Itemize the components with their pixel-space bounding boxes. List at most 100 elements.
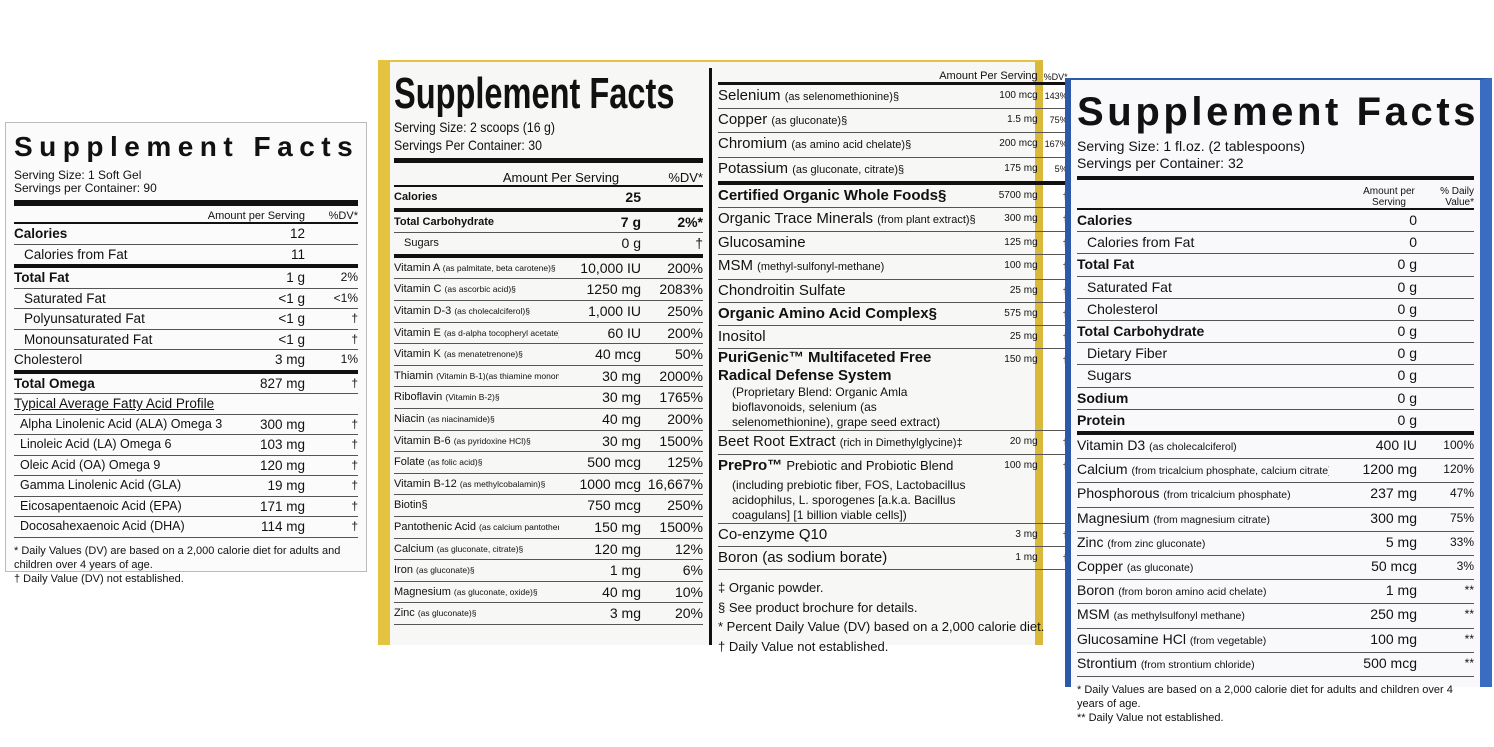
daily-value: † [351,416,358,431]
nutrient-name: Beet Root Extract (rich in Dimethylglyci… [718,431,976,454]
serving-size: Serving Size: 1 fl.oz. (2 tablespoons) [1077,138,1306,154]
nutrient-row: Saturated Fat <1 g <1% [14,289,358,309]
nutrient-row: Vitamin D-3 (as cholecalciferol)§ 1,000 I… [394,301,703,323]
nutrient-name: MSM (as methylsulfonyl methane) [1077,604,1329,627]
nutrient-row: Organic Amino Acid Complex§ 575 mg† [718,303,1068,327]
nutrient-name: Dietary Fiber [1077,343,1329,364]
description: (including prebiotic fiber, FOS, Lactoba… [732,477,966,522]
amount: 100 mg [1004,260,1038,272]
daily-value: † [351,519,358,533]
name-note: (from strontium chloride) [1140,658,1255,671]
name-text: Calories [1077,212,1133,228]
name-note: (as menatetrenone)§ [443,349,523,360]
name-text: Vitamin B-6 [394,434,451,447]
nutrient-row: Polyunsaturated Fat <1 g † [14,309,358,330]
daily-value [1417,232,1474,253]
name-text: Folate [394,456,425,469]
daily-value: 2%* [677,213,703,230]
nutrient-name: Sodium [1077,388,1329,409]
servings: Servings per Container: 32 [1077,155,1244,171]
nutrient-row: Eicosapentaenoic Acid (EPA) 171 mg † [14,497,358,517]
daily-value: † [1038,524,1068,546]
nutrient-row: Folate (as folic acid)§ 500 mcg 125% [394,452,703,474]
daily-value: 100% [1443,438,1474,453]
name-text: Chondroitin Sulfate [718,281,846,299]
name-note: (as cholecalciferol)§ [454,305,530,316]
nutrient-name: Co-enzyme Q10 [718,524,976,546]
daily-value: 200% [667,410,703,427]
rule [1077,176,1474,180]
name-text: Calcium [394,542,434,555]
amount: 30 mg [602,432,641,449]
nutrient-row: Strontium (from strontium chloride) 500 m… [1077,653,1474,678]
rule [394,158,703,163]
name-note: (as methylsulfonyl methane) [1113,610,1245,623]
nutrient-name: Thiamin (Vitamin B-1)(as thiamine mononi… [394,366,559,387]
nutrient-row: Alpha Linolenic Acid (ALA) Omega 3 300 mg… [14,415,358,435]
footnote: * Daily Values (DV) are based on a 2,000… [14,544,341,571]
nutrient-name: Saturated Fat [1077,277,1329,298]
amount: 12 [289,226,305,241]
amount: 150 mg [594,518,641,535]
name-text: Typical Average Fatty Acid Profile [14,396,215,411]
daily-value: <1% [333,290,358,305]
nutrient-name: Biotin§ [394,495,559,516]
amount: 25 mg [1009,331,1038,343]
nutrient-name: Boron (from boron amino acid chelate) [1077,580,1329,603]
name-text: Linoleic Acid (LA) Omega 6 [20,437,172,451]
name-text: Copper [1077,558,1123,575]
amount: 19 mg [267,478,305,493]
amount: <1 g [278,331,305,347]
amount: 1000 mcg [579,475,641,492]
title: Supplement Facts [1077,90,1480,134]
daily-value: 250% [667,497,703,514]
nutrient-row: Copper (as gluconate)§ 1.5 mg 75% [718,109,1068,134]
amount: 11 [290,246,305,262]
name-text: Vitamin A [394,261,440,274]
amount: 0 g [1397,256,1417,273]
daily-value: † [351,457,358,472]
daily-value: † [351,375,358,390]
daily-value: † [1038,185,1068,207]
amount: 827 mg [259,375,305,391]
nutrient-row: Glucosamine HCl (from vegetable) 100 mg ** [1077,629,1474,653]
nutrient-row: Monounsaturated Fat <1 g † [14,330,358,350]
dv-header: %DV* [328,210,358,222]
name-text: Certified Organic Whole Foods§ [718,186,947,204]
amount: 200 mcg [999,138,1038,150]
nutrient-name: Riboflavin (Vitamin B-2)§ [394,387,559,408]
nutrient-name: Calcium (from tricalcium phosphate, calc… [1077,459,1329,482]
daily-value: † [1038,455,1068,522]
nutrient-name: Calories [14,224,225,244]
name-text: Cholesterol [1087,300,1158,317]
nutrient-name: Magnesium (as gluconate, oxide)§ [394,582,559,603]
column-header: Amount Per Serving %DV* [718,68,1067,82]
amount: 250 mg [1370,606,1417,623]
nutrient-row: Zinc (as gluconate)§ 3 mg 20% [394,603,703,625]
daily-value: 1% [340,352,358,366]
amount: 0 [1409,234,1417,251]
nutrient-row: Sodium 0 g [1077,388,1474,410]
daily-value: 143% [1044,91,1068,101]
name-note: (from vegetable) [1189,634,1267,647]
name-text: Glucosamine [718,234,806,252]
nutrient-name: Gamma Linolenic Acid (GLA) [14,476,225,496]
name-text: Magnesium [394,585,451,598]
nutrient-name: Typical Average Fatty Acid Profile [14,394,225,414]
amount: 120 mg [259,457,305,473]
daily-value: 50% [674,346,703,363]
name-text: Riboflavin [394,391,443,404]
daily-value: 200% [667,259,703,276]
nutrient-row: PrePro™ Prebiotic and Probiotic Blend (in… [718,455,1068,524]
name-text: Niacin [394,412,425,425]
nutrient-name: Saturated Fat [14,289,225,309]
nutrient-row: Docosahexaenoic Acid (DHA) 114 mg † [14,517,358,538]
daily-value: † [1038,547,1068,569]
name-note: (Vitamin B-2)§ [445,392,500,403]
nutrient-name: Polyunsaturated Fat [14,309,225,329]
footnote: ‡ Organic powder. [718,580,824,596]
title: Supplement Facts [394,69,675,118]
nutrient-row: Vitamin D3 (as cholecalciferol) 400 IU 100… [1077,435,1474,460]
name-note: (from magnesium citrate) [1153,513,1270,526]
nutrient-row: Organic Trace Minerals (from plant extra… [718,208,1068,233]
